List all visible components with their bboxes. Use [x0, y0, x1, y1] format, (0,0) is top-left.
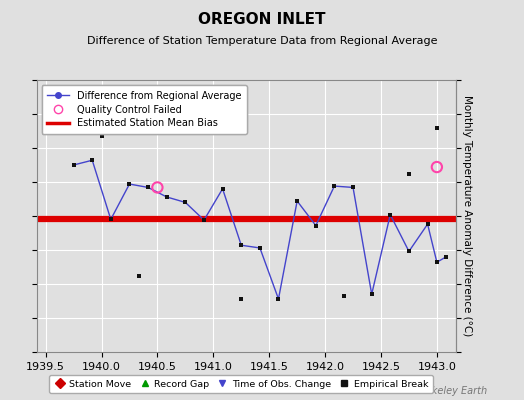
Point: [405, 171, 413, 177]
Point: [433, 259, 441, 266]
Point: [274, 296, 282, 302]
Point: [135, 273, 143, 279]
Point: [256, 245, 264, 251]
Legend: Difference from Regional Average, Quality Control Failed, Estimated Station Mean: Difference from Regional Average, Qualit…: [41, 85, 247, 134]
Legend: Station Move, Record Gap, Time of Obs. Change, Empirical Break: Station Move, Record Gap, Time of Obs. C…: [49, 375, 433, 393]
Point: [367, 291, 376, 298]
Point: [433, 124, 441, 131]
Point: [349, 184, 357, 191]
Text: Berkeley Earth: Berkeley Earth: [415, 386, 487, 396]
Point: [237, 242, 245, 248]
Point: [340, 293, 348, 300]
Point: [405, 248, 413, 254]
Text: Difference of Station Temperature Data from Regional Average: Difference of Station Temperature Data f…: [87, 36, 437, 46]
Point: [330, 183, 339, 189]
Point: [433, 164, 441, 170]
Point: [442, 254, 450, 260]
Point: [293, 198, 301, 204]
Point: [97, 132, 106, 139]
Y-axis label: Monthly Temperature Anomaly Difference (°C): Monthly Temperature Anomaly Difference (…: [462, 95, 472, 337]
Point: [144, 184, 152, 191]
Point: [88, 157, 96, 164]
Point: [219, 186, 227, 192]
Point: [237, 296, 245, 302]
Point: [162, 194, 171, 200]
Text: OREGON INLET: OREGON INLET: [198, 12, 326, 27]
Point: [181, 199, 190, 206]
Point: [423, 221, 432, 227]
Point: [69, 162, 78, 168]
Point: [386, 212, 395, 218]
Point: [200, 217, 208, 223]
Point: [312, 222, 320, 229]
Point: [153, 184, 161, 191]
Point: [125, 181, 134, 187]
Point: [106, 216, 115, 222]
